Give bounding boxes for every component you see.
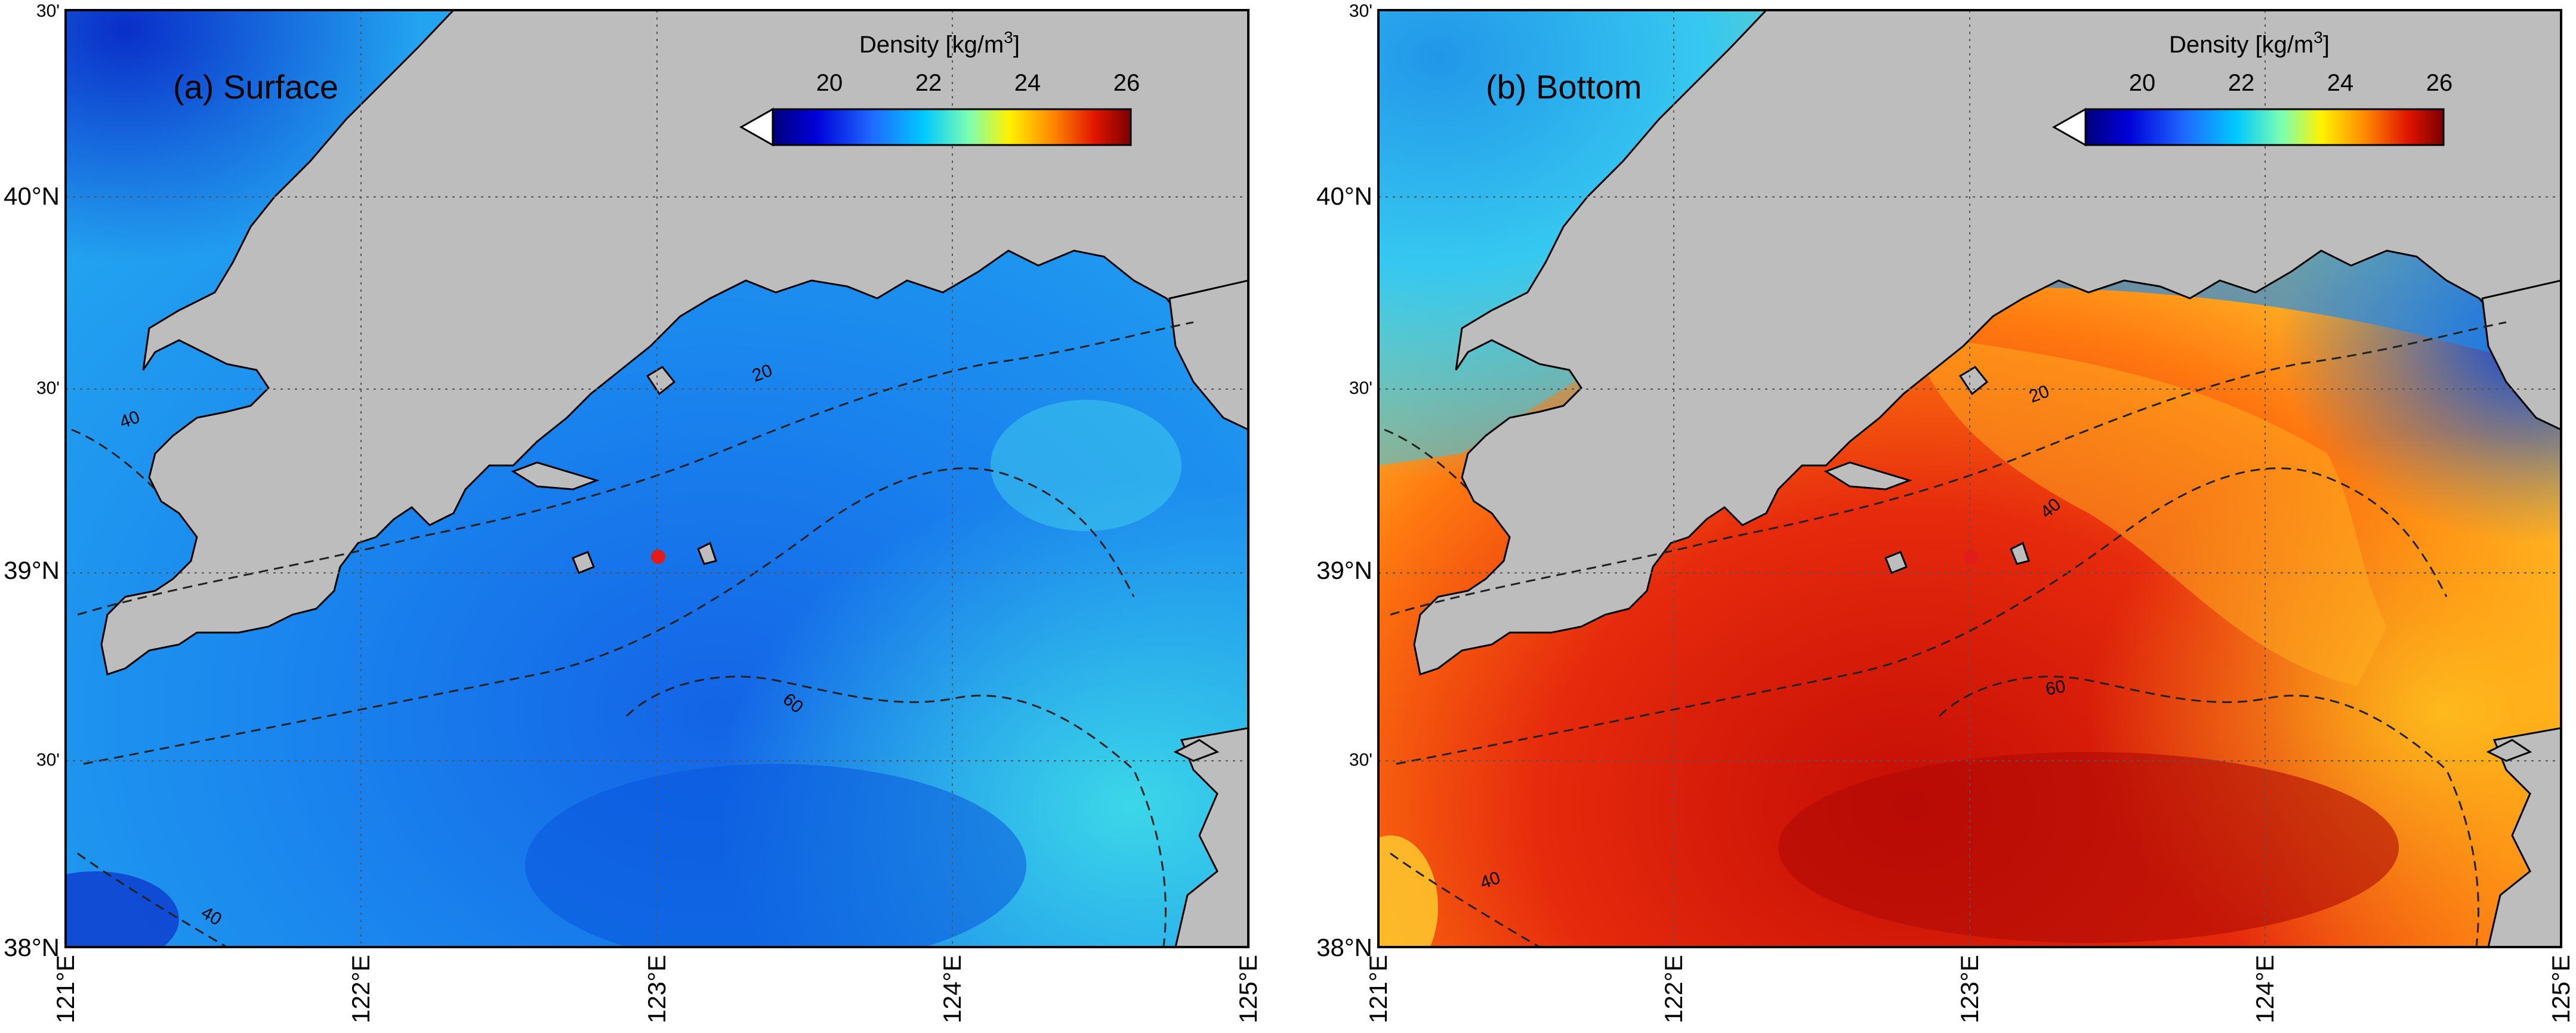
y-tick-label: 38°N — [4, 933, 60, 961]
x-tick-label: 124°E — [2251, 955, 2279, 1023]
colorbar-tick-label: 22 — [2228, 70, 2255, 96]
x-tick-label: 122°E — [347, 955, 375, 1023]
station-marker — [1964, 550, 1978, 564]
colorbar-tick-label: 20 — [2129, 70, 2156, 96]
x-tick-label: 124°E — [938, 955, 966, 1023]
x-tick-label: 125°E — [1234, 955, 1262, 1023]
x-tick-label: 122°E — [1659, 955, 1687, 1023]
panel-label: (b) Bottom — [1486, 68, 1642, 106]
y-tick-label: 40°N — [1316, 182, 1372, 210]
contour-label: 60 — [2044, 677, 2067, 699]
map-frame — [1377, 9, 2562, 948]
colorbar: Density [kg/m3] 20 22 24 26 — [739, 28, 1140, 147]
x-tick-label: 125°E — [2547, 955, 2575, 1023]
x-tick-label: 123°E — [1955, 955, 1983, 1023]
colorbar-scale — [2084, 108, 2445, 146]
colorbar-tick-label: 24 — [1014, 70, 1041, 96]
colorbar-tick-label: 20 — [816, 70, 843, 96]
land-mass — [100, 10, 1248, 676]
colorbar-tick-label: 22 — [915, 70, 942, 96]
colorbar-tick-label: 26 — [1113, 70, 1140, 96]
station-marker — [651, 550, 665, 564]
y-tick-label: 30' — [36, 1, 60, 21]
x-tick-label: 121°E — [1364, 955, 1392, 1023]
colorbar-tick-label: 24 — [2327, 70, 2354, 96]
x-tick-label: 123°E — [643, 955, 671, 1023]
y-tick-label: 39°N — [1316, 556, 1372, 584]
panel-label: (a) Surface — [173, 68, 338, 106]
colorbar: Density [kg/m3] 20 22 24 26 — [2051, 28, 2453, 147]
y-tick-label: 40°N — [4, 182, 60, 210]
y-tick-label: 30' — [36, 750, 60, 770]
y-tick-label: 38°N — [1316, 933, 1372, 961]
colorbar-title: Density [kg/m3] — [2169, 28, 2330, 58]
map-frame — [64, 9, 1250, 948]
panel-surface: (a) Surface 20 40 40 60 Density [kg/m3] … — [4, 1, 1262, 1023]
y-tick-label: 30' — [36, 378, 60, 398]
y-tick-label: 30' — [1349, 378, 1372, 398]
colorbar-title: Density [kg/m3] — [859, 28, 1020, 58]
y-tick-label: 39°N — [4, 556, 60, 584]
y-tick-label: 30' — [1349, 750, 1372, 770]
graticule — [66, 10, 1248, 947]
x-tick-label: 121°E — [51, 955, 79, 1023]
colorbar-scale — [772, 108, 1132, 146]
panel-bottom: (b) Bottom 20 40 40 60 Density [kg/m3] 2… — [1316, 1, 2575, 1023]
y-tick-label: 30' — [1349, 1, 1372, 21]
depth-contours — [71, 321, 1194, 947]
colorbar-tick-label: 26 — [2426, 70, 2453, 96]
